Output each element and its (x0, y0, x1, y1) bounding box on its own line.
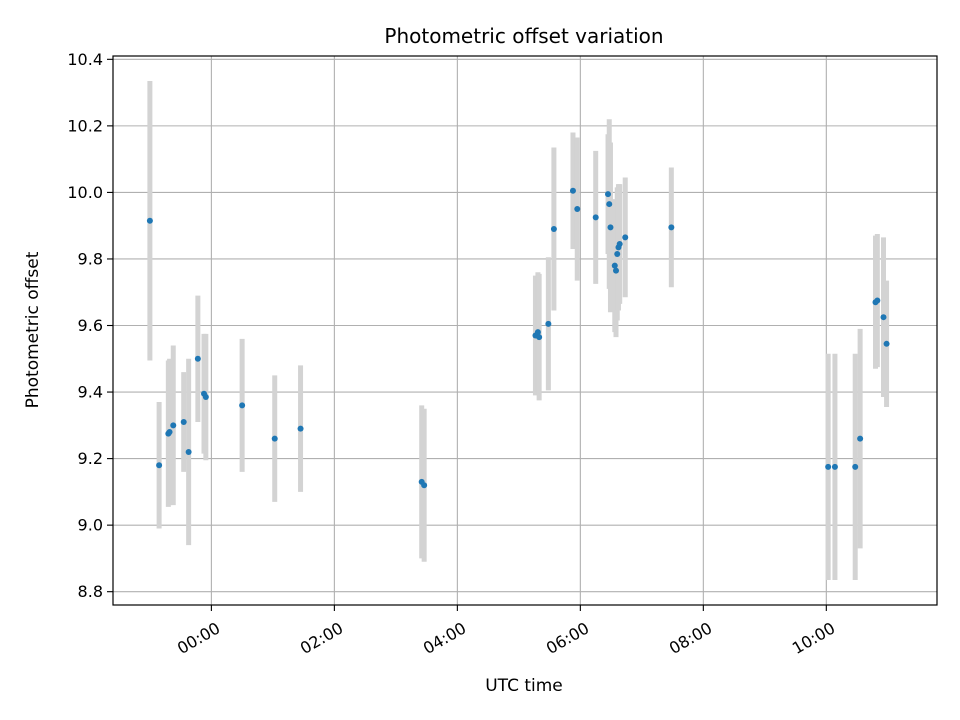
data-point (880, 314, 887, 321)
data-point (622, 234, 629, 241)
data-point (607, 224, 614, 231)
data-point (606, 201, 613, 208)
data-point (194, 355, 201, 362)
data-point (574, 206, 581, 213)
data-point (180, 419, 187, 425)
data-point (874, 297, 881, 304)
data-point (569, 187, 576, 194)
data-point (605, 191, 612, 198)
y-axis-label: Photometric offset (23, 251, 43, 408)
data-point (146, 217, 153, 224)
data-point (536, 334, 543, 341)
data-point (534, 329, 541, 336)
data-point (297, 425, 304, 432)
data-point (668, 224, 675, 231)
y-tick-label: 9.8 (78, 249, 103, 268)
data-point (611, 262, 618, 269)
data-point (421, 482, 428, 489)
data-point (185, 448, 192, 455)
chart-title: Photometric offset variation (384, 24, 663, 48)
y-tick-label: 10.4 (67, 50, 103, 69)
data-point (857, 435, 864, 442)
data-point (883, 340, 890, 347)
data-point (613, 267, 620, 274)
data-point (831, 463, 838, 470)
y-tick-label: 9.4 (78, 383, 103, 402)
y-tick-label: 9.0 (78, 516, 103, 535)
data-point (202, 394, 209, 401)
y-tick-label: 9.6 (78, 316, 103, 335)
data-point (545, 320, 552, 327)
data-point (592, 214, 599, 221)
data-point (170, 422, 177, 429)
data-point (271, 435, 278, 442)
plot-frame (112, 55, 938, 606)
data-point (166, 428, 173, 435)
data-point (550, 226, 557, 233)
data-point (616, 240, 623, 247)
y-tick-label: 9.2 (78, 449, 103, 468)
data-point (825, 463, 832, 470)
y-tick-label: 10.2 (67, 116, 103, 135)
data-points (146, 187, 890, 489)
x-axis-label: UTC time (485, 676, 563, 696)
data-point (156, 462, 163, 469)
grid (113, 56, 937, 605)
data-point (614, 250, 621, 257)
data-point (239, 402, 246, 409)
y-axis: 8.8 9.0 9.2 9.4 9.6 9.8 10.0 10.2 10.4 (67, 50, 113, 601)
y-tick-label: 8.8 (78, 582, 103, 601)
data-point (852, 463, 859, 470)
y-tick-label: 10.0 (67, 183, 103, 202)
